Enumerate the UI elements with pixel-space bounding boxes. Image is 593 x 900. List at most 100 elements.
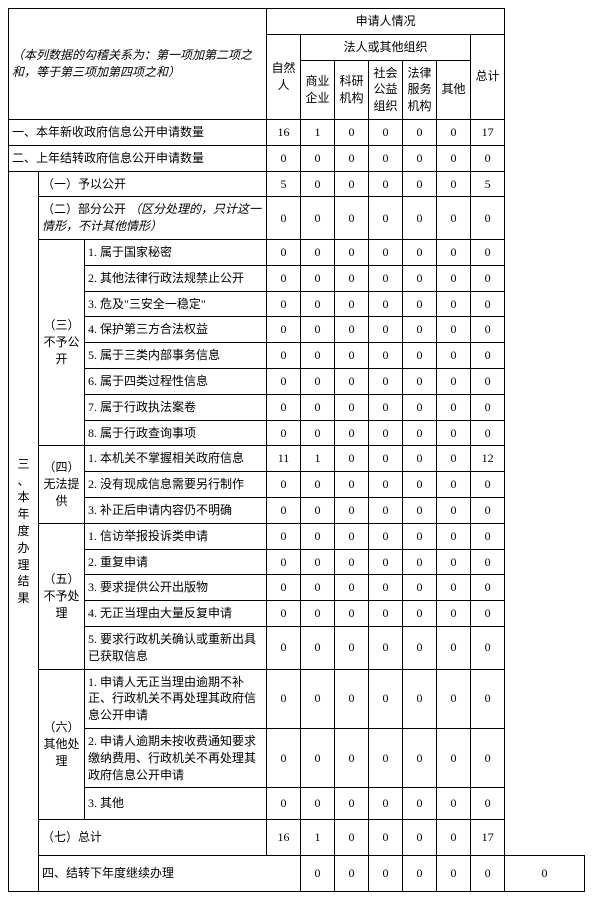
r3-2-label: （二）部分公开 （区分处理的，只计这一情形，不计其他情形） xyxy=(39,197,267,240)
r3-5-group: （五）不予处理 xyxy=(39,523,85,669)
r3-6-2-label: 2. 申请人逾期未按收费通知要求缴纳费用、行政机关不再处理其政府信息公开申请 xyxy=(85,728,267,787)
row-3-5-1: （五）不予处理 1. 信访举报投诉类申请 0 0 0 0 0 0 0 xyxy=(9,523,585,549)
r3-3-8-label: 8. 属于行政查询事项 xyxy=(85,420,267,446)
r3-2-c2: 0 xyxy=(335,197,369,240)
r2-c5: 0 xyxy=(437,145,471,171)
header-row-1: （本列数据的勾稽关系为：第一项加第二项之和，等于第三项加第四项之和） 申请人情况 xyxy=(9,9,585,35)
hdr-biz: 商业企业 xyxy=(301,60,335,119)
row-3-3-5: 5. 属于三类内部事务信息 0 0 0 0 0 0 0 xyxy=(9,343,585,369)
r3-3-6-label: 6. 属于四类过程性信息 xyxy=(85,368,267,394)
hdr-applicant: 申请人情况 xyxy=(267,9,505,35)
hdr-other: 其他 xyxy=(437,60,471,119)
r3-4-1-label: 1. 本机关不掌握相关政府信息 xyxy=(85,446,267,472)
r3-1-c3: 0 xyxy=(369,171,403,197)
hdr-welfare: 社会公益组织 xyxy=(369,60,403,119)
r3-3-1-c0: 0 xyxy=(267,239,301,265)
r3-2-c0: 0 xyxy=(267,197,301,240)
row-3-4-2: 2. 没有现成信息需要另行制作 0 0 0 0 0 0 0 xyxy=(9,472,585,498)
r3-3-1-c5: 0 xyxy=(437,239,471,265)
row-3-5-3: 3. 要求提供公开出版物 0 0 0 0 0 0 0 xyxy=(9,575,585,601)
r1-c6: 17 xyxy=(471,119,505,145)
r2-c4: 0 xyxy=(403,145,437,171)
hdr-natural: 自然人 xyxy=(267,34,301,119)
r3-6-group: （六）其他处理 xyxy=(39,669,85,820)
r3-4-group: （四）无法提供 xyxy=(39,446,85,523)
row-3-3-6: 6. 属于四类过程性信息 0 0 0 0 0 0 0 xyxy=(9,368,585,394)
row-3-1: 三、本年度办理结果 （一）予以公开 5 0 0 0 0 0 5 xyxy=(9,171,585,197)
r2-label: 二、上年结转政府信息公开申请数量 xyxy=(9,145,267,171)
r1-label: 一、本年新收政府信息公开申请数量 xyxy=(9,119,267,145)
row-3-3-4: 4. 保护第三方合法权益 0 0 0 0 0 0 0 xyxy=(9,317,585,343)
hdr-research: 科研机构 xyxy=(335,60,369,119)
row-3-5-4: 4. 无正当理由大量反复申请 0 0 0 0 0 0 0 xyxy=(9,601,585,627)
row-3-2: （二）部分公开 （区分处理的，只计这一情形，不计其他情形） 0 0 0 0 0 … xyxy=(9,197,585,240)
r3-3-7-label: 7. 属于行政执法案卷 xyxy=(85,394,267,420)
row-3-3-2: 2. 其他法律行政法规禁止公开 0 0 0 0 0 0 0 xyxy=(9,265,585,291)
r3-5-2-label: 2. 重复申请 xyxy=(85,549,267,575)
row-2: 二、上年结转政府信息公开申请数量 0 0 0 0 0 0 0 xyxy=(9,145,585,171)
r3-4-2-label: 2. 没有现成信息需要另行制作 xyxy=(85,472,267,498)
r3-2-c4: 0 xyxy=(403,197,437,240)
row-3-3-7: 7. 属于行政执法案卷 0 0 0 0 0 0 0 xyxy=(9,394,585,420)
r3-3-4-label: 4. 保护第三方合法权益 xyxy=(85,317,267,343)
row-3-5-5: 5. 要求行政机关确认或重新出具已获取信息 0 0 0 0 0 0 0 xyxy=(9,626,585,669)
r1-c3: 0 xyxy=(369,119,403,145)
r3-2-c1: 0 xyxy=(301,197,335,240)
r2-c0: 0 xyxy=(267,145,301,171)
r3-5-4-label: 4. 无正当理由大量反复申请 xyxy=(85,601,267,627)
r3-3-1-c1: 0 xyxy=(301,239,335,265)
row-3-3-8: 8. 属于行政查询事项 0 0 0 0 0 0 0 xyxy=(9,420,585,446)
row-3-6-3: 3. 其他 0 0 0 0 0 0 0 xyxy=(9,788,585,820)
r3-3-3-label: 3. 危及"三安全一稳定" xyxy=(85,291,267,317)
row-3-3-1: （三）不予公开 1. 属于国家秘密 0 0 0 0 0 0 0 xyxy=(9,239,585,265)
r3-5-1-label: 1. 信访举报投诉类申请 xyxy=(85,523,267,549)
r3-4-3-label: 3. 补正后申请内容仍不明确 xyxy=(85,497,267,523)
r3-2-c6: 0 xyxy=(471,197,505,240)
r3-3-2-label: 2. 其他法律行政法规禁止公开 xyxy=(85,265,267,291)
r3-6-1-label: 1. 申请人无正当理由逾期不补正、行政机关不再处理其政府信息公开申请 xyxy=(85,669,267,728)
row-3-4-3: 3. 补正后申请内容仍不明确 0 0 0 0 0 0 0 xyxy=(9,497,585,523)
r1-c4: 0 xyxy=(403,119,437,145)
r2-c1: 0 xyxy=(301,145,335,171)
r1-c5: 0 xyxy=(437,119,471,145)
gov-info-disclosure-table: （本列数据的勾稽关系为：第一项加第二项之和，等于第三项加第四项之和） 申请人情况… xyxy=(8,8,585,892)
r3-1-c4: 0 xyxy=(403,171,437,197)
row-3-6-2: 2. 申请人逾期未按收费通知要求缴纳费用、行政机关不再处理其政府信息公开申请 0… xyxy=(9,728,585,787)
r3-1-c1: 0 xyxy=(301,171,335,197)
row-4: 四、结转下年度继续办理 0 0 0 0 0 0 0 xyxy=(9,856,585,892)
r2-c3: 0 xyxy=(369,145,403,171)
r3-7-label: （七）总计 xyxy=(39,820,267,856)
note-cell: （本列数据的勾稽关系为：第一项加第二项之和，等于第三项加第四项之和） xyxy=(9,9,267,120)
r3-5-5-label: 5. 要求行政机关确认或重新出具已获取信息 xyxy=(85,626,267,669)
row-3-5-2: 2. 重复申请 0 0 0 0 0 0 0 xyxy=(9,549,585,575)
r3-3-1-c4: 0 xyxy=(403,239,437,265)
r3-1-c5: 0 xyxy=(437,171,471,197)
r3-3-1-c6: 0 xyxy=(471,239,505,265)
r3-3-1-label: 1. 属于国家秘密 xyxy=(85,239,267,265)
r3-group-label: 三、本年度办理结果 xyxy=(9,171,39,892)
r3-2-label-a: （二）部分公开 xyxy=(42,202,126,216)
r4-label: 四、结转下年度继续办理 xyxy=(39,856,301,892)
r3-3-1-c3: 0 xyxy=(369,239,403,265)
hdr-legal-org: 法人或其他组织 xyxy=(301,34,471,60)
r3-1-c6: 5 xyxy=(471,171,505,197)
row-3-4-1: （四）无法提供 1. 本机关不掌握相关政府信息 11 1 0 0 0 0 12 xyxy=(9,446,585,472)
r1-c0: 16 xyxy=(267,119,301,145)
r2-c2: 0 xyxy=(335,145,369,171)
row-3-6-1: （六）其他处理 1. 申请人无正当理由逾期不补正、行政机关不再处理其政府信息公开… xyxy=(9,669,585,728)
r3-3-group: （三）不予公开 xyxy=(39,239,85,445)
r3-2-c5: 0 xyxy=(437,197,471,240)
r1-c1: 1 xyxy=(301,119,335,145)
r3-1-c0: 5 xyxy=(267,171,301,197)
row-3-3-3: 3. 危及"三安全一稳定" 0 0 0 0 0 0 0 xyxy=(9,291,585,317)
r1-c2: 0 xyxy=(335,119,369,145)
r3-3-1-c2: 0 xyxy=(335,239,369,265)
r3-1-label: （一）予以公开 xyxy=(39,171,267,197)
r3-3-5-label: 5. 属于三类内部事务信息 xyxy=(85,343,267,369)
r3-5-3-label: 3. 要求提供公开出版物 xyxy=(85,575,267,601)
r3-2-c3: 0 xyxy=(369,197,403,240)
hdr-legalservice: 法律服务机构 xyxy=(403,60,437,119)
r3-6-3-label: 3. 其他 xyxy=(85,788,267,820)
r2-c6: 0 xyxy=(471,145,505,171)
r3-1-c2: 0 xyxy=(335,171,369,197)
